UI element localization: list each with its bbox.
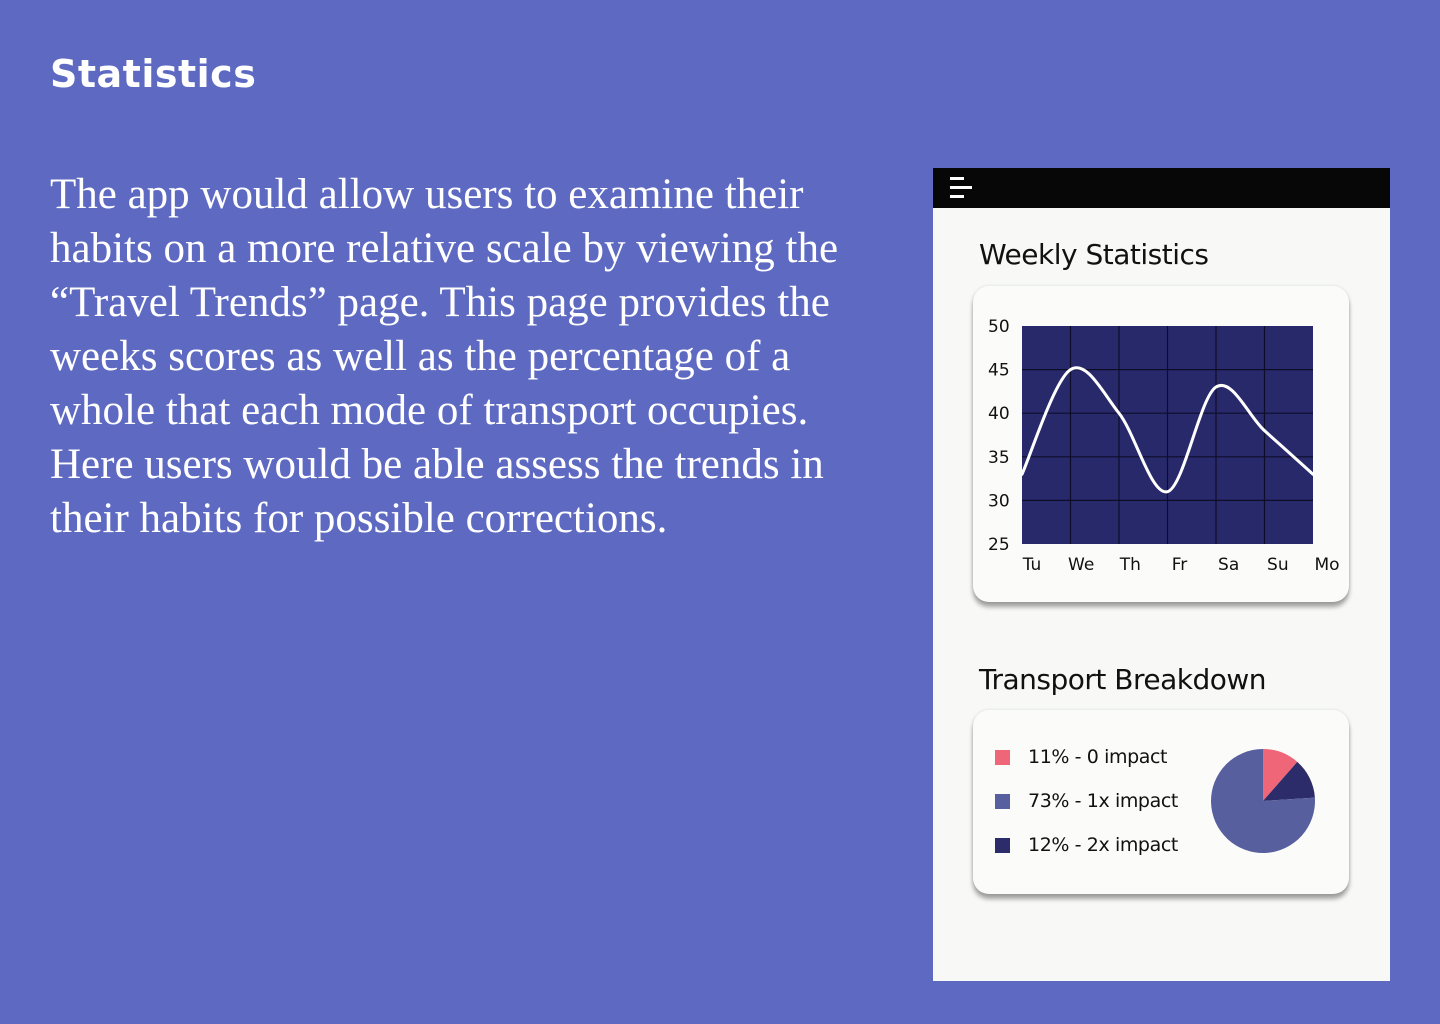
transport-breakdown-card: 11% - 0 impact 73% - 1x impact 12% - 2x … xyxy=(973,710,1349,894)
pie-slice xyxy=(1263,749,1298,801)
weekly-statistics-card: 50 45 40 35 30 25 Tu We Th Fr Sa Su Mo xyxy=(973,286,1349,602)
slide-description: The app would allow users to examine the… xyxy=(50,171,839,542)
y-tick-label: 40 xyxy=(988,404,1010,424)
legend-label: 73% - 1x impact xyxy=(1028,790,1178,812)
x-tick-label: Fr xyxy=(1172,555,1188,575)
y-tick-label: 25 xyxy=(988,535,1010,555)
transport-breakdown-title: Transport Breakdown xyxy=(979,663,1267,696)
y-tick-label: 50 xyxy=(988,317,1010,337)
phone-mockup: Weekly Statistics 50 45 40 35 30 25 Tu We Th Fr Sa… xyxy=(933,168,1390,981)
pie-slice xyxy=(1211,749,1315,853)
x-tick-label: Su xyxy=(1267,555,1289,575)
weekly-statistics-title: Weekly Statistics xyxy=(979,238,1209,271)
transport-pie-chart xyxy=(1211,749,1315,853)
phone-top-bar xyxy=(933,168,1390,208)
legend-swatch-zero-impact xyxy=(995,749,1010,765)
legend-item-one-x-impact: 73% - 1x impact xyxy=(995,790,1178,812)
legend-swatch-one-x-impact xyxy=(995,793,1010,809)
legend-label: 12% - 2x impact xyxy=(1028,834,1178,856)
weekly-line-chart: 50 45 40 35 30 25 Tu We Th Fr Sa Su Mo xyxy=(988,317,1340,575)
series-line xyxy=(1020,366,1315,494)
slide-title: Statistics xyxy=(50,52,257,96)
y-tick-label: 45 xyxy=(988,361,1010,381)
legend-item-zero-impact: 11% - 0 impact xyxy=(995,746,1168,768)
x-tick-label: Th xyxy=(1119,555,1141,575)
x-tick-label: Tu xyxy=(1022,555,1042,575)
legend-label: 11% - 0 impact xyxy=(1028,746,1168,768)
hamburger-menu-icon[interactable] xyxy=(948,176,974,200)
y-tick-label: 35 xyxy=(988,448,1010,468)
legend-swatch-two-x-impact xyxy=(995,837,1010,853)
x-tick-label: Mo xyxy=(1314,555,1339,575)
x-tick-label: Sa xyxy=(1218,555,1239,575)
y-tick-label: 30 xyxy=(988,491,1010,511)
x-tick-label: We xyxy=(1068,555,1094,575)
pie-slice xyxy=(1263,761,1315,801)
legend-item-two-x-impact: 12% - 2x impact xyxy=(995,834,1178,856)
